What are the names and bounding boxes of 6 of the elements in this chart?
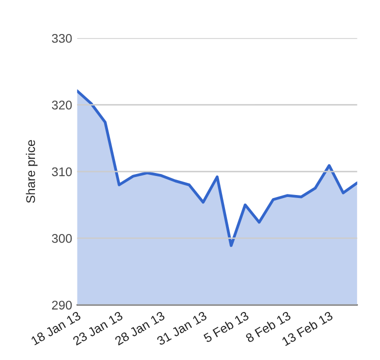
y-tick-label: 300 bbox=[52, 234, 72, 243]
y-axis-title: Share price bbox=[26, 140, 38, 203]
y-tick-label: 310 bbox=[52, 167, 72, 176]
y-tick-label: 320 bbox=[52, 100, 72, 110]
y-tick-label: 330 bbox=[52, 34, 72, 43]
y-tick-label: 290 bbox=[52, 300, 72, 310]
